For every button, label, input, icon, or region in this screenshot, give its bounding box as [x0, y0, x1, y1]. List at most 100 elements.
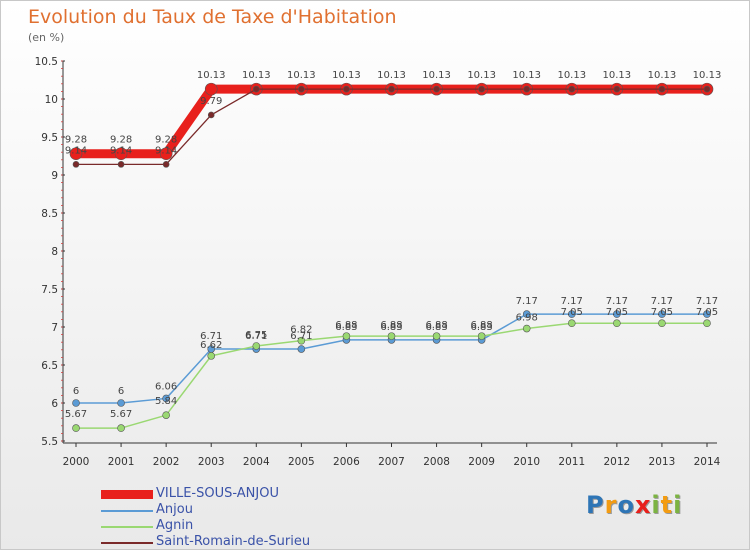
data-label-agnin: 6.88 [380, 320, 402, 331]
data-label-ville-sous-anjou: 10.13 [377, 70, 406, 81]
legend-label: Saint-Romain-de-Surieu [156, 534, 311, 549]
legend-swatch-saint-romain-de-surieu [101, 542, 153, 544]
logo-letter: r [604, 491, 618, 519]
y-tick-label: 5.5 [41, 436, 58, 448]
data-label-anjou: 6.06 [155, 381, 177, 392]
x-tick-label: 2014 [694, 456, 721, 468]
data-point-anjou [658, 310, 666, 318]
y-tick-label: 8.5 [41, 208, 58, 220]
data-label-agnin: 6.88 [471, 320, 493, 331]
data-label-ville-sous-anjou: 10.13 [287, 70, 316, 81]
series-data-labels: 9.28 9.28 9.28 10.13 10.13 10.13 10.13 10.13 10.… [65, 70, 721, 420]
data-label-ville-sous-anjou: 10.13 [557, 70, 586, 81]
x-tick-label: 2007 [378, 456, 405, 468]
data-label-ville-sous-anjou: 10.13 [467, 70, 496, 81]
y-tick-label: 6 [51, 398, 58, 410]
data-label-anjou: 7.17 [651, 296, 673, 307]
data-point-agnin [613, 319, 621, 328]
data-point-agnin [297, 336, 306, 345]
data-point-agnin [477, 332, 486, 340]
data-label-anjou: 6.83 [471, 322, 493, 333]
x-tick-label: 2009 [468, 456, 495, 468]
chart-axes: 5.5 6 6.5 7 7.5 8 8.5 9 9.5 10 10.5 2000 2001 2002 200… [35, 56, 721, 468]
x-tick-label: 2000 [63, 456, 90, 468]
x-tick-label: 2006 [333, 456, 360, 468]
data-label-agnin: 5.67 [65, 409, 87, 420]
data-label-agnin: 6.98 [516, 313, 538, 324]
data-label-agnin: 6.75 [245, 330, 267, 341]
logo-letter: i [673, 491, 683, 519]
data-point-agnin [162, 411, 170, 419]
proxiti-logo: Proxiti [586, 491, 682, 519]
data-point-saint-romain-de-surieu [72, 161, 80, 168]
data-label-ville-sous-anjou: 10.13 [422, 70, 451, 81]
legend-swatch-anjou [101, 510, 153, 512]
x-tick-label: 2011 [558, 456, 585, 468]
data-point-agnin [387, 332, 396, 340]
data-label-agnin: 6.62 [200, 340, 222, 351]
data-point-saint-romain-de-surieu [252, 85, 260, 93]
y-tick-label: 9.5 [41, 132, 58, 144]
data-label-ville-sous-anjou: 10.13 [242, 70, 271, 81]
x-tick-label: 2012 [603, 456, 630, 468]
data-label-anjou: 7.17 [561, 296, 583, 307]
data-point-ville-sous-anjou [69, 147, 83, 161]
data-point-agnin [207, 352, 216, 360]
data-label-anjou: 6.71 [245, 331, 267, 342]
data-point-saint-romain-de-surieu [343, 85, 350, 93]
data-label-saint-romain-de-surieu: 9.14 [155, 145, 177, 156]
data-point-saint-romain-de-surieu [207, 111, 215, 119]
logo-letter: t [660, 491, 674, 519]
logo-letter: o [617, 491, 635, 519]
y-tick-label: 8 [51, 246, 58, 258]
x-tick-label: 2001 [108, 456, 135, 468]
x-tick-label: 2004 [243, 456, 270, 468]
y-tick-label: 10 [45, 94, 58, 106]
data-point-saint-romain-de-surieu [298, 85, 305, 93]
data-label-agnin: 7.05 [696, 307, 718, 318]
data-label-anjou: 6 [118, 386, 124, 397]
data-label-anjou: 6.83 [425, 322, 447, 333]
data-point-agnin [342, 332, 351, 340]
data-label-ville-sous-anjou: 10.13 [693, 70, 722, 81]
data-point-saint-romain-de-surieu [162, 161, 170, 168]
y-tick-label: 9 [51, 170, 58, 182]
x-tick-label: 2002 [153, 456, 180, 468]
data-point-saint-romain-de-surieu [433, 85, 440, 93]
data-point-saint-romain-de-surieu [613, 85, 621, 93]
data-point-agnin [567, 319, 576, 328]
data-point-saint-romain-de-surieu [388, 85, 395, 93]
legend-swatch-ville-sous-anjou [101, 490, 153, 499]
data-label-saint-romain-de-surieu: 9.14 [110, 145, 132, 156]
data-label-anjou: 6 [73, 386, 79, 397]
data-point-agnin [117, 424, 125, 432]
data-point-ville-sous-anjou [114, 147, 128, 161]
data-point-saint-romain-de-surieu [568, 85, 576, 93]
data-label-ville-sous-anjou: 9.28 [65, 135, 87, 146]
legend-swatch-agnin [101, 526, 153, 528]
data-label-anjou: 7.17 [516, 296, 538, 307]
data-point-anjou [613, 310, 621, 318]
data-label-ville-sous-anjou: 10.13 [603, 70, 632, 81]
data-label-ville-sous-anjou: 10.13 [648, 70, 677, 81]
data-label-agnin: 7.05 [561, 307, 583, 318]
data-point-saint-romain-de-surieu [703, 85, 711, 93]
data-label-ville-sous-anjou: 9.28 [110, 135, 132, 146]
legend-label: VILLE-SOUS-ANJOU [156, 486, 279, 501]
logo-letter: x [634, 491, 652, 519]
data-label-ville-sous-anjou: 9.28 [155, 135, 177, 146]
data-label-saint-romain-de-surieu: 9.14 [65, 145, 87, 156]
legend-label: Agnin [156, 518, 194, 533]
data-label-ville-sous-anjou: 10.13 [332, 70, 361, 81]
y-tick-label: 10.5 [35, 56, 58, 68]
data-label-ville-sous-anjou: 10.13 [197, 70, 226, 81]
data-label-ville-sous-anjou: 10.13 [512, 70, 541, 81]
data-label-agnin: 6.88 [335, 320, 357, 331]
data-point-agnin [432, 332, 441, 340]
legend-label: Anjou [156, 502, 193, 517]
data-point-anjou [162, 394, 170, 403]
data-point-agnin [252, 342, 261, 350]
data-point-agnin [703, 319, 711, 328]
logo-letter: P [586, 491, 605, 519]
